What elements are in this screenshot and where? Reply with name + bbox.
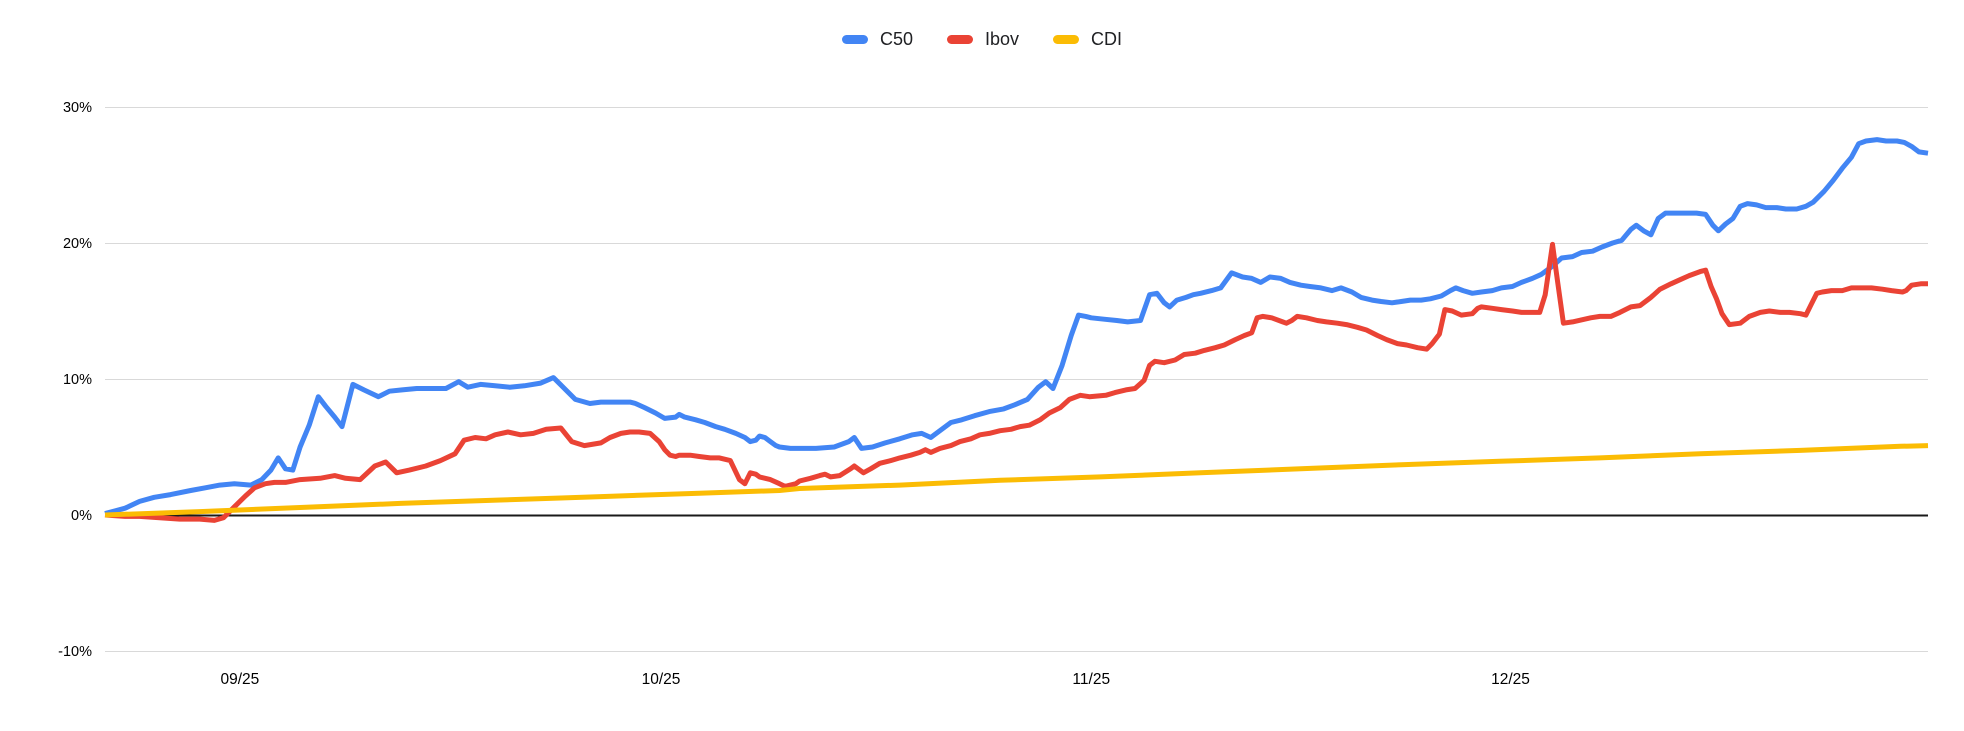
y-axis-tick-label-30: 30% xyxy=(63,100,92,116)
legend-label-cdi: CDI xyxy=(1091,29,1123,49)
x-axis-tick-label-12-25: 12/25 xyxy=(1491,671,1530,688)
legend-item-cdi[interactable]: CDI xyxy=(1053,28,1122,50)
series-line-cdi xyxy=(104,443,1929,518)
y-axis-tick-label-20: 20% xyxy=(63,236,92,252)
legend-swatch-cdi-icon xyxy=(1053,34,1080,44)
legend-swatch-ibov-icon xyxy=(947,34,973,44)
y-axis-tick-label-10: 10% xyxy=(63,372,92,388)
y-axis-tick-label--10: -10% xyxy=(58,644,92,660)
legend-item-c50[interactable]: C50 xyxy=(841,28,913,50)
chart-legend: C50 Ibov CDI xyxy=(0,28,1964,50)
legend-swatch-c50-icon xyxy=(841,34,868,44)
legend-label-c50: C50 xyxy=(879,29,913,49)
x-axis-tick-label-11-25: 11/25 xyxy=(1072,671,1110,688)
y-axis-tick-label-0: 0% xyxy=(71,508,92,524)
series-line-c50 xyxy=(104,137,1929,517)
x-axis-tick-label-10-25: 10/25 xyxy=(642,671,681,688)
legend-label-ibov: Ibov xyxy=(985,29,1020,49)
legend-item-ibov[interactable]: Ibov xyxy=(947,28,1019,50)
series-line-ibov xyxy=(104,241,1928,523)
x-axis-tick-label-09-25: 09/25 xyxy=(221,671,260,688)
